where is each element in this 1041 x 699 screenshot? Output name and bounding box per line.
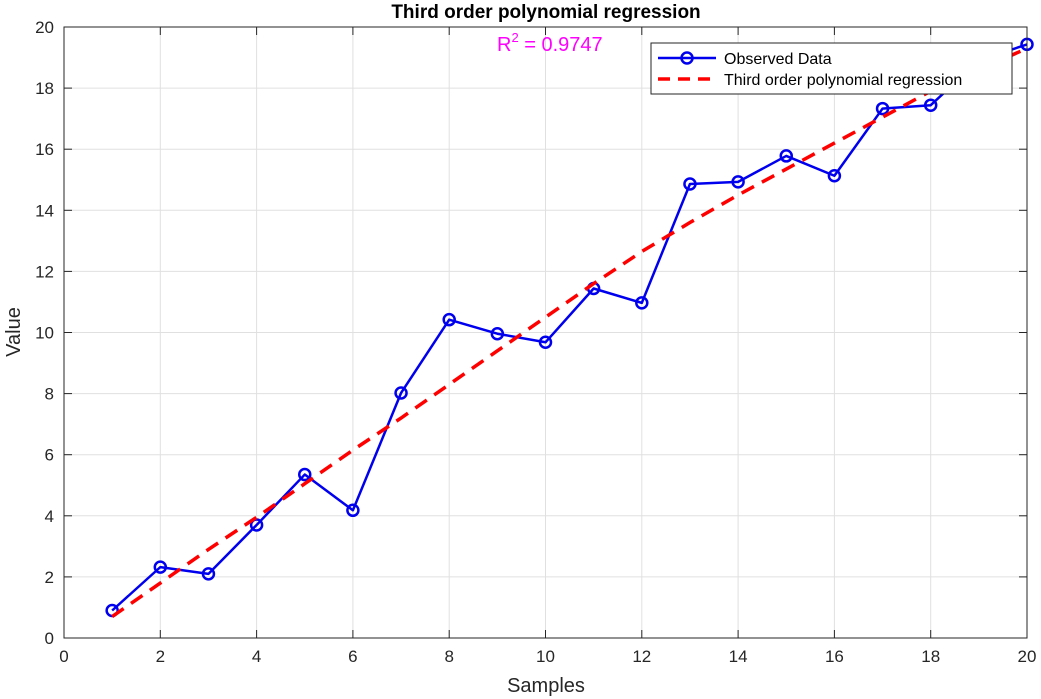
ticks: 0 2 4 6 8 10 12 14 16 18 20 0 2 4 6 8 10 12 14 16 18 20: [35, 18, 1036, 666]
x-tick-label: 2: [156, 647, 165, 666]
observed-data-point: [875, 101, 890, 116]
observed-data-point: [827, 169, 842, 183]
observed-data-point: [779, 149, 793, 163]
observed-data-point: [298, 467, 312, 482]
x-tick-label: 14: [729, 647, 748, 666]
x-tick-label: 0: [59, 647, 68, 666]
observed-data-point: [346, 503, 360, 518]
y-tick-label: 18: [35, 79, 54, 98]
y-tick-label: 8: [45, 385, 54, 404]
y-tick-label: 14: [35, 201, 54, 220]
x-tick-label: 12: [632, 647, 651, 666]
r-squared-base: R: [497, 34, 511, 56]
y-axis-label: Value: [3, 307, 25, 357]
y-tick-label: 20: [35, 18, 54, 37]
legend-box: [650, 42, 1013, 95]
x-tick-label: 4: [252, 647, 261, 666]
y-tick-label: 4: [45, 507, 54, 526]
r-squared-superscript: 2: [511, 30, 518, 45]
observed-data-point: [923, 98, 938, 112]
observed-data-point: [442, 312, 456, 327]
y-tick-label: 10: [35, 324, 54, 343]
observed-data-point: [394, 386, 408, 400]
x-tick-label: 16: [825, 647, 844, 666]
observed-data-point: [201, 567, 216, 581]
observed-data-point: [538, 335, 553, 350]
x-tick-label: 6: [348, 647, 357, 666]
observed-data-point: [683, 177, 697, 191]
legend-regression-label: Third order polynomial regression: [724, 72, 962, 89]
y-tick-label: 0: [45, 629, 54, 648]
chart-title: Third order polynomial regression: [391, 2, 700, 23]
x-tick-label: 8: [444, 647, 453, 666]
legend-observed-label: Observed Data: [724, 51, 832, 68]
x-tick-label: 10: [536, 647, 555, 666]
r-squared-value: = 0.9747: [519, 34, 603, 56]
observed-data-point: [490, 326, 505, 341]
observed-data-point: [153, 560, 168, 574]
regression-line: [111, 46, 1028, 619]
r-squared-annotation: R2 = 0.9747: [497, 30, 603, 56]
legend-observed-marker: [680, 51, 694, 65]
x-tick-label: 20: [1018, 647, 1037, 666]
series-layer: [105, 37, 1034, 619]
observed-data-point: [635, 296, 649, 310]
observed-data-point: [249, 518, 264, 532]
y-tick-label: 12: [35, 262, 54, 281]
y-tick-label: 2: [45, 568, 54, 587]
y-tick-label: 16: [35, 140, 54, 159]
observed-data-point: [731, 175, 745, 189]
x-tick-label: 18: [921, 647, 940, 666]
y-tick-label: 6: [45, 446, 54, 465]
x-axis-label: Samples: [507, 675, 585, 697]
legend: Observed Data Third order polynomial reg…: [650, 42, 1013, 95]
